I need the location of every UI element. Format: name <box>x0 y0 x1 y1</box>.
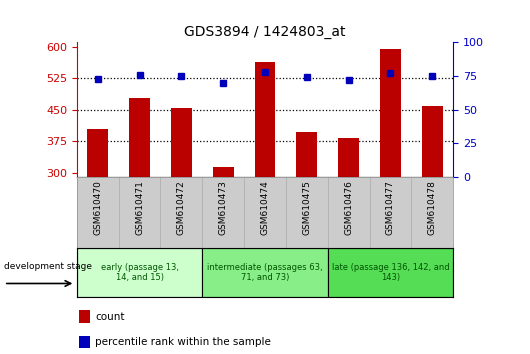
Text: percentile rank within the sample: percentile rank within the sample <box>95 337 271 347</box>
Text: count: count <box>95 312 125 322</box>
Bar <box>254 62 276 177</box>
Bar <box>328 248 453 297</box>
Bar <box>338 138 359 177</box>
Text: early (passage 13,
14, and 15): early (passage 13, 14, and 15) <box>101 263 179 282</box>
Text: GSM610474: GSM610474 <box>261 181 269 235</box>
Bar <box>171 108 192 177</box>
Bar <box>202 248 328 297</box>
Text: GSM610470: GSM610470 <box>93 181 102 235</box>
Title: GDS3894 / 1424803_at: GDS3894 / 1424803_at <box>184 25 346 39</box>
Bar <box>87 129 108 177</box>
Text: GSM610477: GSM610477 <box>386 181 395 235</box>
Bar <box>213 167 234 177</box>
Bar <box>380 49 401 177</box>
Text: GSM610476: GSM610476 <box>344 181 353 235</box>
Bar <box>77 248 202 297</box>
Text: GSM610475: GSM610475 <box>302 181 311 235</box>
Text: intermediate (passages 63,
71, and 73): intermediate (passages 63, 71, and 73) <box>207 263 323 282</box>
Bar <box>296 132 317 177</box>
Text: GSM610472: GSM610472 <box>177 181 186 235</box>
Bar <box>129 98 150 177</box>
Bar <box>80 336 90 348</box>
Text: late (passage 136, 142, and
143): late (passage 136, 142, and 143) <box>332 263 449 282</box>
Bar <box>422 105 443 177</box>
Text: GSM610473: GSM610473 <box>219 181 228 235</box>
Text: GSM610471: GSM610471 <box>135 181 144 235</box>
Text: GSM610478: GSM610478 <box>428 181 437 235</box>
Text: development stage: development stage <box>4 262 92 271</box>
Bar <box>80 310 90 323</box>
